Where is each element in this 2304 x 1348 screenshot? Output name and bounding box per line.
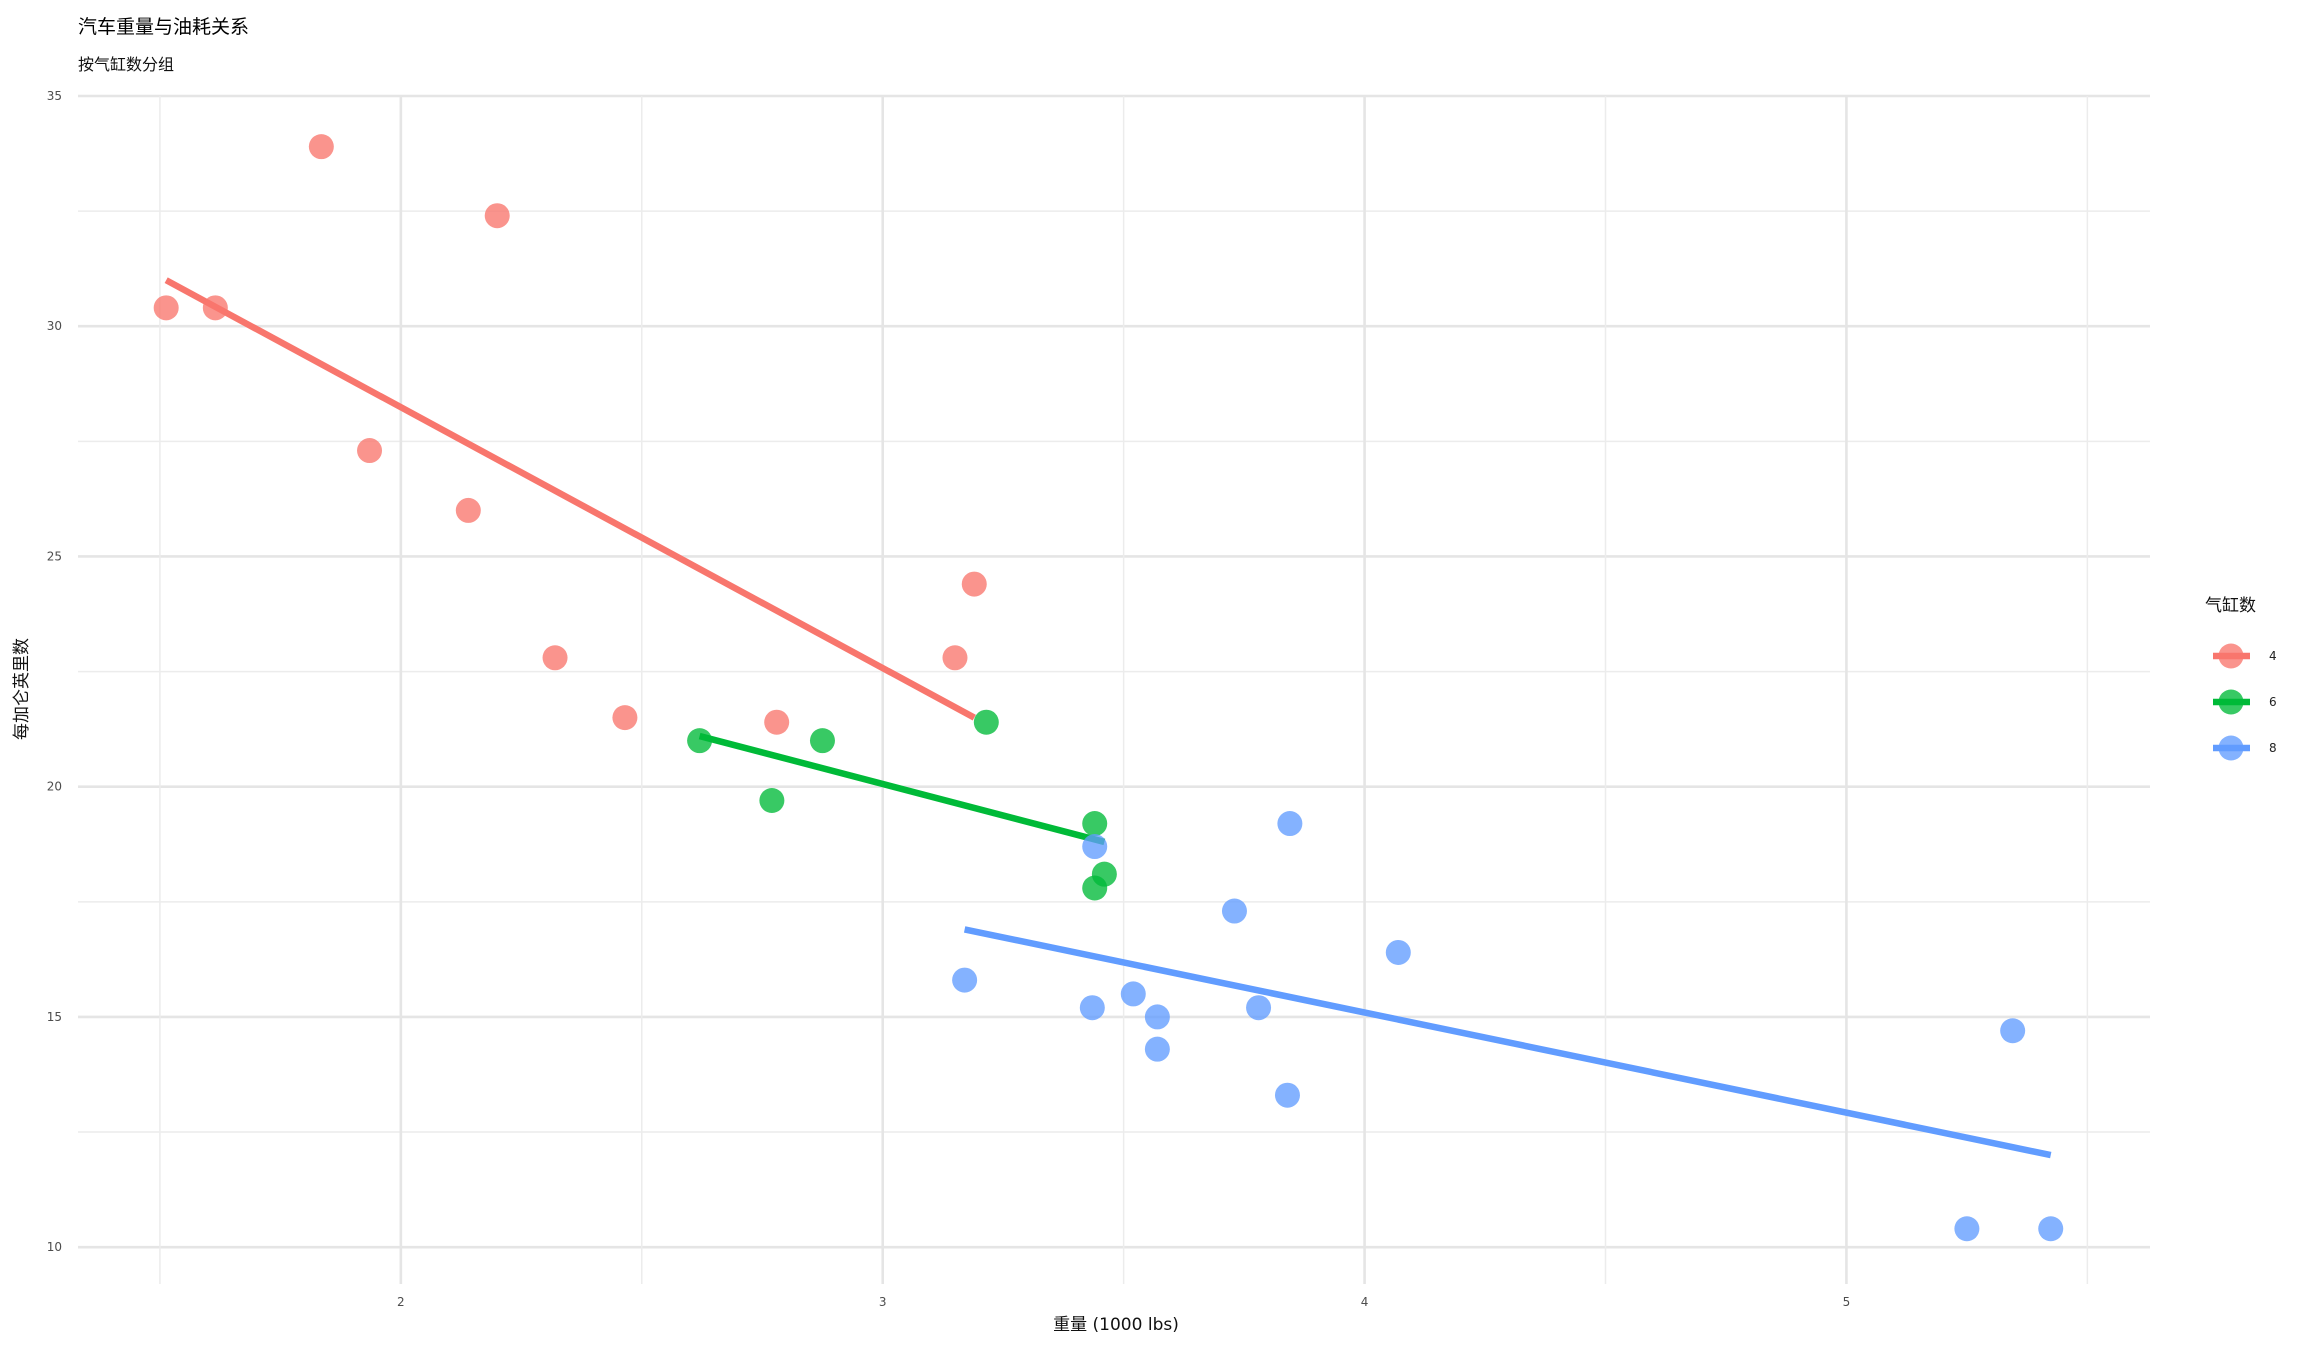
legend-item-4: 4 [2213, 643, 2277, 669]
data-point-8 [952, 967, 978, 993]
data-point-8 [1144, 1036, 1170, 1062]
chart-title: 汽车重量与油耗关系 [78, 16, 249, 38]
data-points [153, 134, 2064, 1242]
data-point-8 [1082, 834, 1108, 860]
data-point-4 [542, 645, 568, 671]
data-point-8 [1954, 1216, 1980, 1242]
y-tick-label: 35 [47, 89, 62, 103]
data-point-6 [1082, 811, 1108, 837]
data-point-4 [484, 203, 510, 229]
tick-labels: 10 15 20 25 30 35 2 3 4 5 [47, 89, 1851, 1309]
x-tick-label: 2 [397, 1295, 405, 1309]
data-point-4 [357, 438, 383, 464]
y-tick-label: 15 [47, 1010, 62, 1024]
data-point-4 [153, 295, 179, 321]
legend-key-point [2218, 689, 2244, 715]
legend-item-6: 6 [2213, 689, 2277, 715]
data-point-4 [308, 134, 334, 160]
x-tick-label: 5 [1843, 1295, 1851, 1309]
data-point-8 [1274, 1082, 1300, 1108]
data-point-8 [1079, 995, 1105, 1021]
data-point-8 [1221, 898, 1247, 924]
y-axis-title: 每加仑英里数 [12, 638, 32, 740]
data-point-6 [687, 728, 713, 754]
data-point-8 [1246, 995, 1272, 1021]
y-tick-label: 30 [47, 319, 62, 333]
data-point-8 [1120, 981, 1146, 1007]
data-point-8 [1144, 1004, 1170, 1030]
x-tick-label: 4 [1361, 1295, 1369, 1309]
trend-line-8 [963, 926, 2052, 1159]
chart-subtitle: 按气缸数分组 [78, 55, 174, 74]
legend-label: 4 [2269, 649, 2277, 663]
data-point-8 [1385, 939, 1411, 965]
legend-title: 气缸数 [2205, 595, 2256, 616]
data-point-8 [2038, 1216, 2064, 1242]
data-point-8 [1277, 811, 1303, 837]
data-point-4 [612, 705, 638, 731]
data-point-6 [809, 728, 835, 754]
y-tick-label: 10 [47, 1240, 62, 1254]
data-point-4 [455, 497, 481, 523]
trend-lines [164, 277, 2052, 1159]
data-point-6 [759, 788, 785, 814]
y-tick-label: 20 [47, 780, 62, 794]
data-point-4 [942, 645, 968, 671]
legend: 4 6 8 [2213, 643, 2277, 761]
y-tick-label: 25 [47, 549, 62, 563]
legend-key-point [2218, 735, 2244, 761]
grid [78, 94, 2150, 1284]
trend-line-6 [698, 732, 1106, 846]
x-axis-title: 重量 (1000 lbs) [1053, 1315, 1179, 1335]
legend-label: 8 [2269, 741, 2277, 755]
legend-item-8: 8 [2213, 735, 2277, 761]
data-point-6 [1091, 861, 1117, 887]
data-point-4 [961, 571, 987, 597]
data-point-4 [764, 709, 790, 735]
legend-key-point [2218, 643, 2244, 669]
data-point-8 [2000, 1018, 2026, 1044]
trend-line-4 [164, 277, 976, 721]
data-point-4 [202, 295, 228, 321]
legend-label: 6 [2269, 695, 2277, 709]
x-tick-label: 3 [879, 1295, 887, 1309]
data-point-6 [973, 709, 999, 735]
